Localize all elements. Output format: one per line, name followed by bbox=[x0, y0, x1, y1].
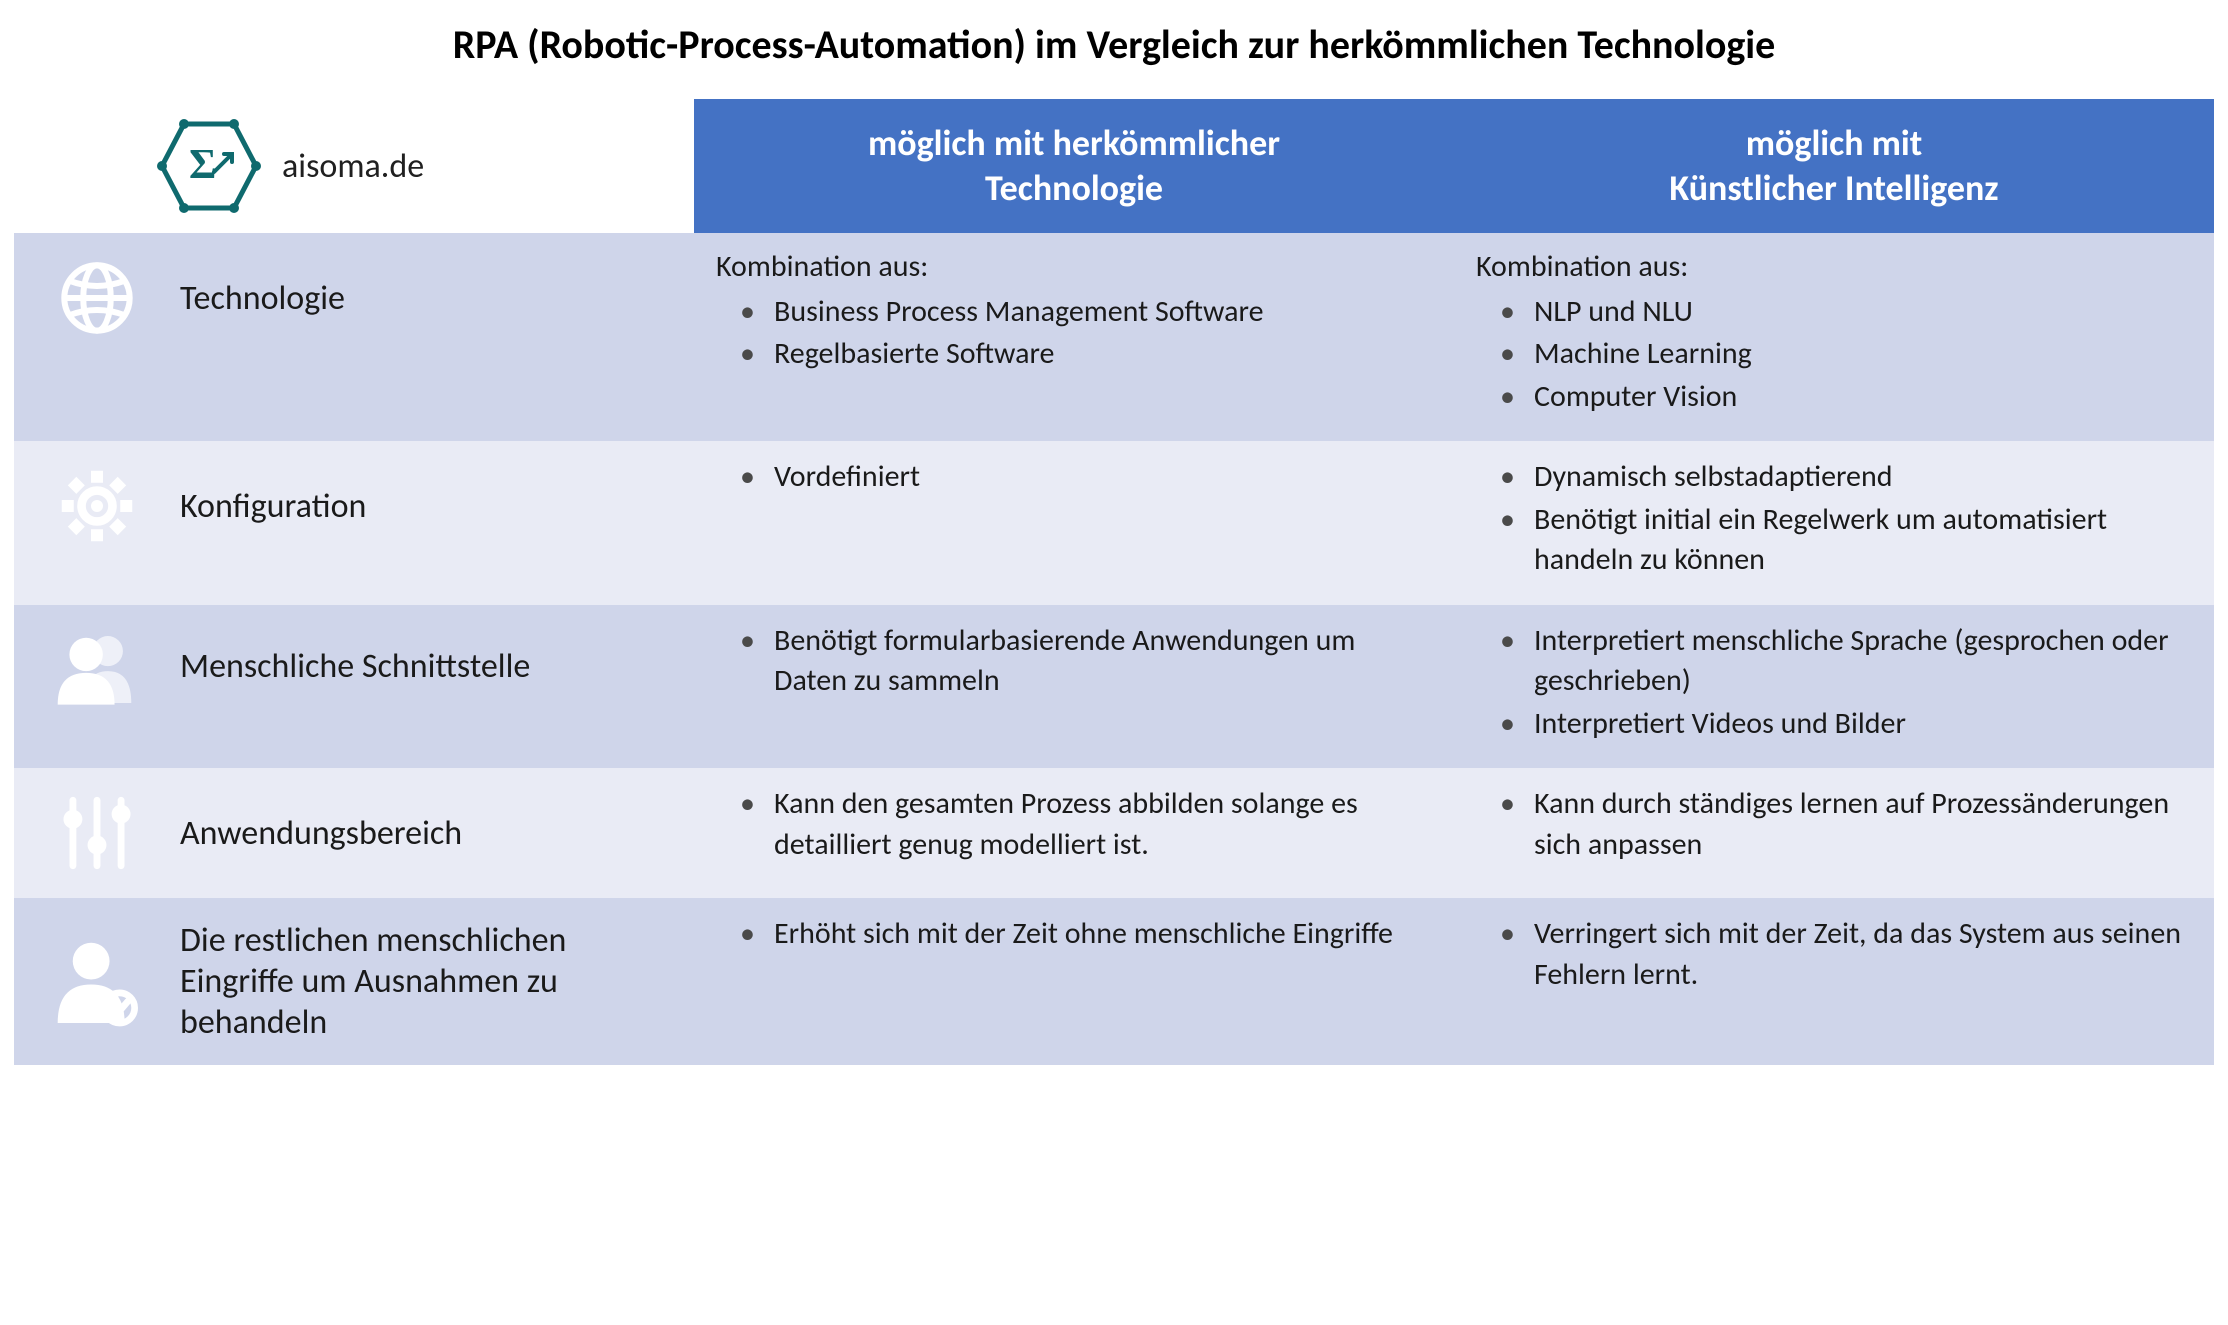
people-icon bbox=[42, 627, 152, 707]
cell-ai: Verringert sich mit der Zeit, da das Sys… bbox=[1454, 898, 2214, 1019]
list-item: Vordefiniert bbox=[740, 457, 1432, 498]
table-row: TechnologieKombination aus:Business Proc… bbox=[14, 233, 2214, 441]
col2-header-line2: Künstlicher Intelligenz bbox=[1669, 166, 1998, 210]
list-item: Kann durch ständiges lernen auf Prozessä… bbox=[1500, 784, 2192, 865]
cell-conventional: Kann den gesamten Prozess abbilden solan… bbox=[694, 768, 1454, 889]
row-label: Technologie bbox=[14, 233, 694, 363]
row-label: Konfiguration bbox=[14, 441, 694, 571]
svg-text:Σ: Σ bbox=[189, 142, 216, 188]
row-label-text: Die restlichen menschlichen Eingriffe um… bbox=[180, 920, 674, 1043]
row-label: Menschliche Schnittstelle bbox=[14, 605, 694, 729]
column-header-ai: möglich mit Künstlicher Intelligenz bbox=[1454, 99, 2214, 233]
list-item: Interpretiert menschliche Sprache (gespr… bbox=[1500, 621, 2192, 702]
row-label-text: Technologie bbox=[180, 278, 345, 319]
list-item: NLP und NLU bbox=[1500, 292, 2192, 333]
list-item: Benötigt formularbasierende Anwendungen … bbox=[740, 621, 1432, 702]
col2-header-line1: möglich mit bbox=[1746, 121, 1923, 165]
cell-ai: Dynamisch selbstadaptierendBenötigt init… bbox=[1454, 441, 2214, 605]
brand-cell: Σ aisoma.de bbox=[14, 99, 694, 233]
header-row: Σ aisoma.de möglich mit herkömmlicher Te… bbox=[14, 99, 2214, 233]
list-item: Dynamisch selbstadaptierend bbox=[1500, 457, 2192, 498]
list-item: Interpretiert Videos und Bilder bbox=[1500, 704, 2192, 745]
globe-icon bbox=[42, 255, 152, 341]
cell-ai: Kombination aus:NLP und NLUMachine Learn… bbox=[1454, 233, 2214, 441]
row-label: Die restlichen menschlichen Eingriffe um… bbox=[14, 898, 694, 1065]
list-item: Benötigt initial ein Regelwerk um automa… bbox=[1500, 500, 2192, 581]
gear-icon bbox=[42, 463, 152, 549]
col1-header-line2: Technologie bbox=[985, 166, 1163, 210]
user-check-icon bbox=[42, 936, 152, 1028]
row-label: Anwendungsbereich bbox=[14, 768, 694, 898]
comparison-table: Σ aisoma.de möglich mit herkömmlicher Te… bbox=[14, 99, 2214, 1065]
cell-conventional: Benötigt formularbasierende Anwendungen … bbox=[694, 605, 1454, 726]
brand-logo-icon: Σ bbox=[154, 116, 264, 216]
list-item: Computer Vision bbox=[1500, 377, 2192, 418]
list-item: Kann den gesamten Prozess abbilden solan… bbox=[740, 784, 1432, 865]
cell-conventional: Kombination aus:Business Process Managem… bbox=[694, 233, 1454, 399]
list-item: Erhöht sich mit der Zeit ohne menschlich… bbox=[740, 914, 1432, 955]
table-row: Menschliche Schnittstelle Benötigt formul… bbox=[14, 605, 2214, 769]
list-item: Verringert sich mit der Zeit, da das Sys… bbox=[1500, 914, 2192, 995]
cell-conventional: Erhöht sich mit der Zeit ohne menschlich… bbox=[694, 898, 1454, 979]
brand-text: aisoma.de bbox=[282, 146, 424, 187]
row-label-text: Menschliche Schnittstelle bbox=[180, 646, 530, 687]
table-row: Konfiguration Vordefiniert Dynamisch selbs… bbox=[14, 441, 2214, 605]
sliders-icon bbox=[42, 790, 152, 876]
table-row: Anwendungsbereich Kann den gesamten Proze… bbox=[14, 768, 2214, 898]
cell-ai: Interpretiert menschliche Sprache (gespr… bbox=[1454, 605, 2214, 769]
column-header-conventional: möglich mit herkömmlicher Technologie bbox=[694, 99, 1454, 233]
cell-conventional: Vordefiniert bbox=[694, 441, 1454, 522]
row-label-text: Konfiguration bbox=[180, 486, 366, 527]
cell-ai: Kann durch ständiges lernen auf Prozessä… bbox=[1454, 768, 2214, 889]
table-row: Die restlichen menschlichen Eingriffe um… bbox=[14, 898, 2214, 1065]
list-item: Machine Learning bbox=[1500, 334, 2192, 375]
list-item: Regelbasierte Software bbox=[740, 334, 1432, 375]
row-label-text: Anwendungsbereich bbox=[180, 813, 462, 854]
cell-intro: Kombination aus: bbox=[1476, 247, 2192, 288]
list-item: Business Process Management Software bbox=[740, 292, 1432, 333]
cell-intro: Kombination aus: bbox=[716, 247, 1432, 288]
col1-header-line1: möglich mit herkömmlicher bbox=[868, 121, 1280, 165]
page-title: RPA (Robotic-Process-Automation) im Verg… bbox=[14, 20, 2214, 69]
